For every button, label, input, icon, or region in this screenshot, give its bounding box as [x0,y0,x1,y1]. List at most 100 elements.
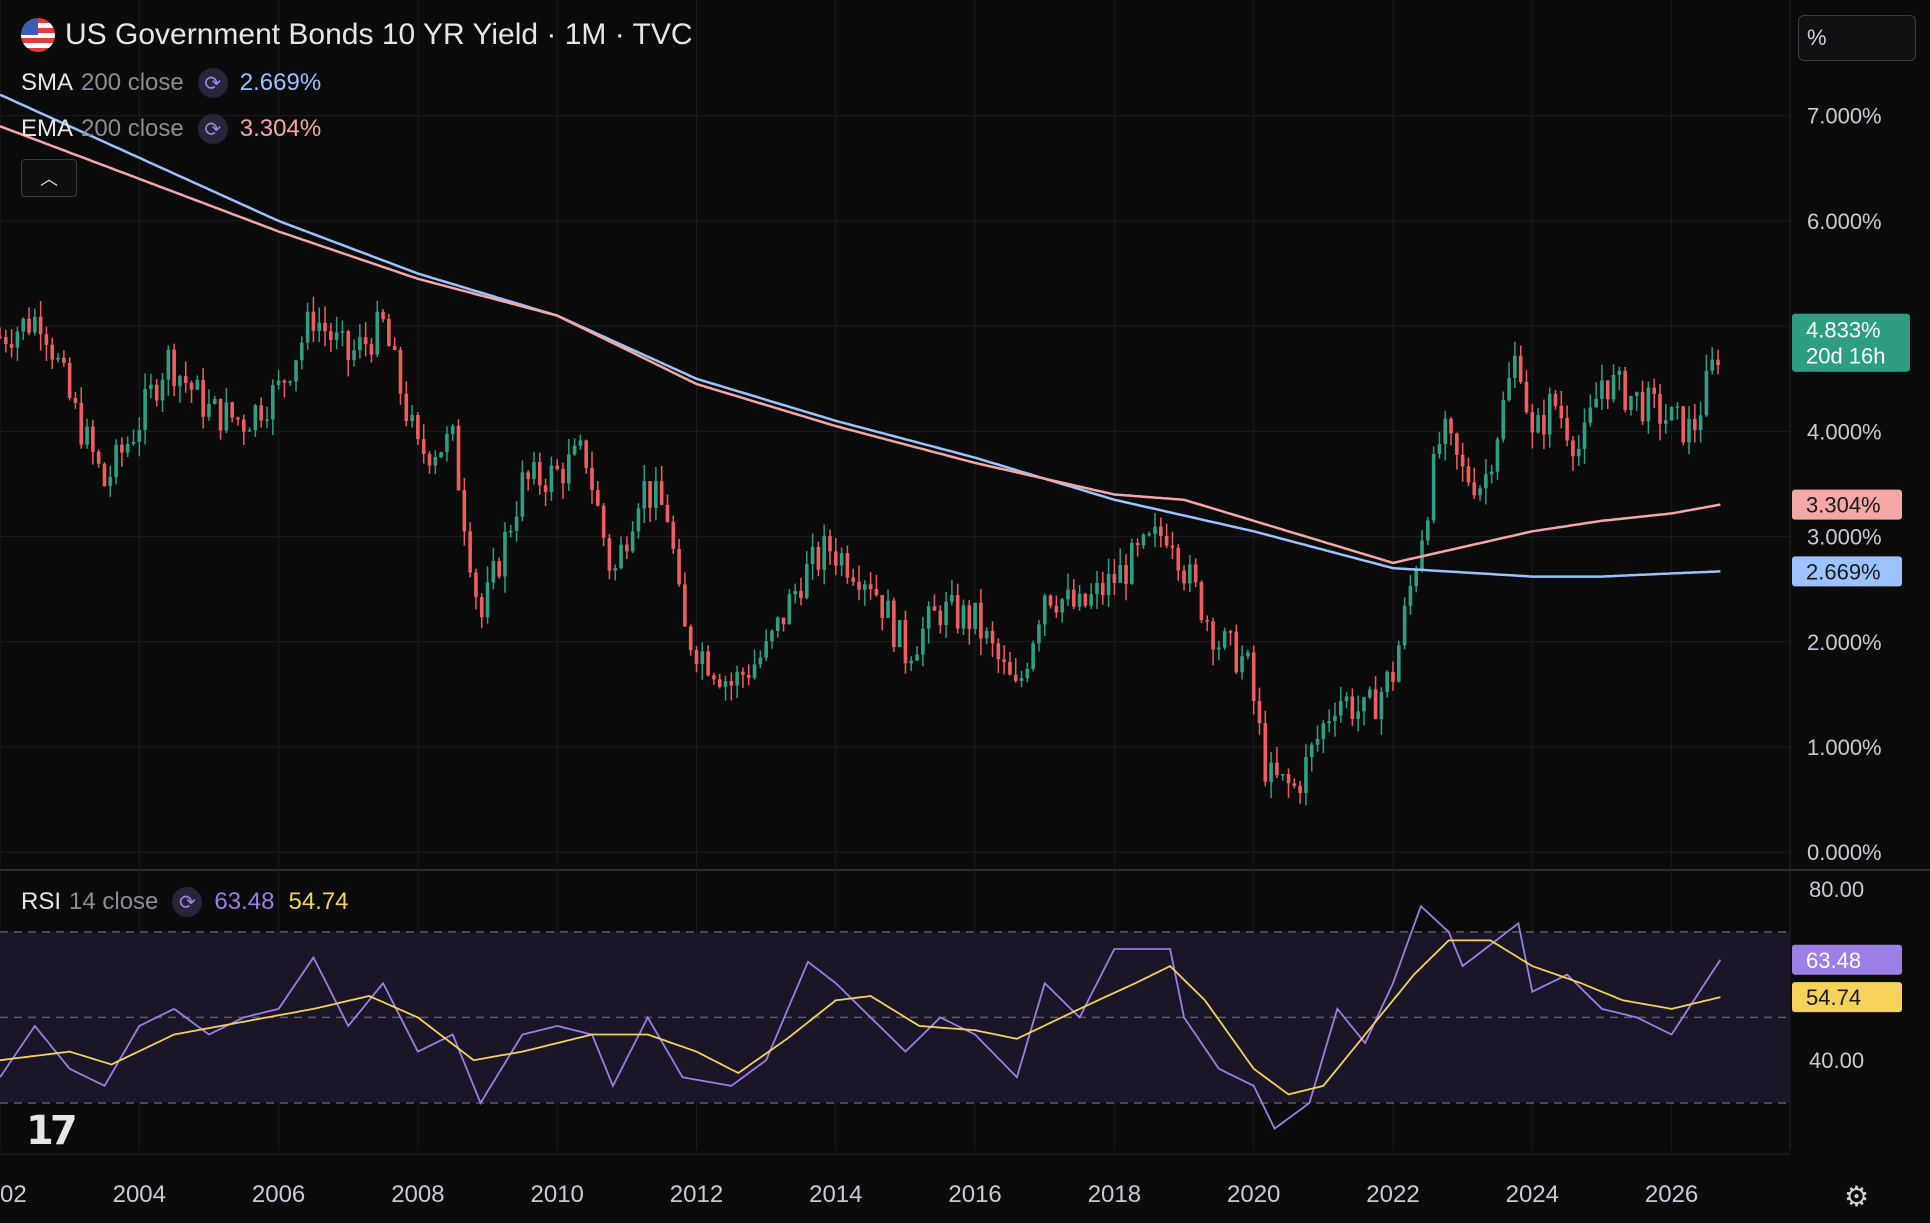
settings-gear-icon[interactable]: ⚙ [1844,1181,1870,1212]
chevron-up-icon: ︿ [40,169,58,189]
candle-body [1118,564,1123,583]
x-tick-label: 2014 [809,1181,862,1208]
x-tick-label: 2006 [252,1181,305,1208]
candle-body [1495,439,1500,472]
candle-body [253,405,258,431]
candle-body [410,415,414,422]
candle-body [369,344,374,355]
chart-title: US Government Bonds 10 YR Yield · 1M · T… [65,18,693,51]
candle-body [1193,564,1198,583]
candle-body [1100,582,1105,595]
candle-body [804,564,809,598]
candle-body [485,582,490,618]
x-tick-label: 2016 [948,1181,1001,1208]
candle-body [607,538,612,571]
candle-body [1106,573,1111,595]
collapse-legend-button[interactable]: ︿ [21,159,77,197]
candle-body [897,620,902,648]
candle-body [1054,605,1059,613]
candle-body [857,581,861,590]
candle-body [1530,412,1535,433]
candle-body [1652,387,1656,394]
candle-body [886,600,890,618]
sma-legend[interactable]: SMA 200 close ⟳ 2.669% [21,68,321,98]
candle-body [1251,652,1256,702]
candle-body [1188,564,1192,584]
candle-body [508,530,513,533]
candle-body [416,415,420,440]
y-tick-label: 4.000% [1807,419,1882,444]
candle-body [56,357,60,360]
candle-body [1217,647,1221,650]
ema-params: 200 close [81,115,184,142]
ema-price-tag [1792,489,1902,520]
last-price-tag [1792,313,1910,372]
candle-body [979,602,983,639]
rsi-legend[interactable]: RSI 14 close ⟳ 63.48 54.74 [21,887,349,917]
candle-body [1240,656,1244,673]
candle-body [67,362,72,398]
rsi-ma-line [0,939,1721,1096]
candle-body [108,476,113,486]
us-flag-icon [21,18,55,52]
candle-body [880,595,885,618]
rsi-ma-value-tag [1792,982,1902,1013]
candle-body [909,660,914,664]
candle-body [1257,701,1262,724]
candle-body [1327,721,1331,724]
candle-body [334,332,339,341]
rsi-lines [0,904,1722,1130]
candle-body [1501,400,1506,440]
sma-params: 200 close [81,69,184,96]
candle-body [1634,391,1639,396]
candle-body [102,463,107,486]
candle-body [537,462,542,486]
candle-body [73,397,78,403]
candle-body [1518,355,1523,382]
candle-body [1663,420,1668,424]
candle-body [1321,723,1326,739]
candle-body [323,322,327,332]
candle-body [195,379,200,390]
rsi-source-icon[interactable]: ⟳ [172,887,203,917]
candle-body [514,516,519,531]
candle-body [4,337,8,344]
x-tick-label: 2018 [1088,1181,1141,1208]
candle-body [352,350,356,361]
sma-source-icon[interactable]: ⟳ [197,68,228,98]
candle-body [723,681,728,687]
candle-body [311,311,316,331]
candle-body [137,430,142,442]
candle-body [329,331,333,341]
x-tick-label: 2024 [1506,1181,1559,1208]
candle-body [1600,380,1604,399]
candle-body [0,336,2,339]
candle-body [33,316,37,333]
sma-value: 2.669% [239,69,322,96]
candle-body [1414,569,1419,587]
candle-body [1594,398,1598,408]
x-tick-label: 2026 [1645,1181,1698,1208]
candle-body [1159,526,1163,536]
candle-body [590,467,594,491]
candle-body [398,349,403,394]
candle-body [404,393,409,422]
ema-source-icon[interactable]: ⟳ [197,114,228,144]
y-tick-label: 7.000% [1807,104,1882,129]
candle-body [462,490,467,532]
candle-body [543,485,548,492]
candle-body [1362,697,1366,712]
candle-body [1687,418,1691,443]
candle-body [1646,387,1651,422]
candle-body [630,531,635,552]
candle-body [1095,582,1099,595]
candle-body [892,600,896,648]
ema-legend[interactable]: EMA 200 close ⟳ 3.304% [21,114,321,144]
candle-body [1431,453,1436,521]
percent-scale-button[interactable]: % [1798,15,1916,61]
candle-body [961,605,966,629]
candle-body [189,382,194,390]
candle-body [1681,406,1686,443]
rsi-name: RSI [21,888,62,915]
